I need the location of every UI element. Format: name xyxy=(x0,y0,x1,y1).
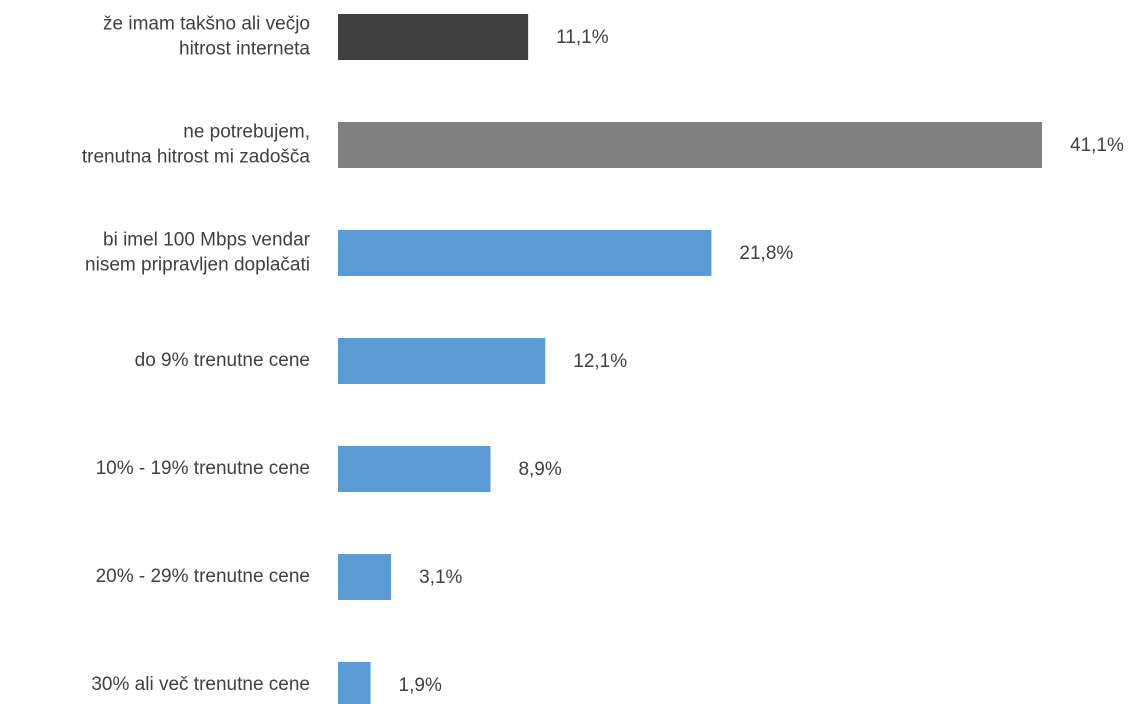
bar xyxy=(338,14,529,60)
value-label: 3,1% xyxy=(419,567,462,588)
category-label: 10% - 19% trenutne cene xyxy=(96,458,310,479)
bar xyxy=(338,662,371,704)
category-label-line: 20% - 29% trenutne cene xyxy=(96,566,310,587)
value-label: 21,8% xyxy=(739,243,793,264)
category-label-line: že imam takšno ali večjo xyxy=(103,14,310,35)
value-label: 41,1% xyxy=(1070,135,1124,156)
category-label: 20% - 29% trenutne cene xyxy=(96,566,310,587)
category-label: ne potrebujem, trenutna hitrost mi zadošč… xyxy=(82,122,311,168)
category-label-line: hitrost interneta xyxy=(179,39,310,60)
category-label-line: 30% ali več trenutne cene xyxy=(91,674,310,695)
value-label: 1,9% xyxy=(399,675,442,696)
category-label: bi imel 100 Mbps vendar nisem pripravljen… xyxy=(85,230,311,276)
category-label: 30% ali več trenutne cene xyxy=(91,674,310,695)
category-label: že imam takšno ali večjo hitrost internet… xyxy=(103,14,310,60)
category-label-line: nisem pripravljen doplačati xyxy=(85,255,310,276)
bar xyxy=(338,446,491,492)
bar xyxy=(338,122,1042,168)
category-label-line: bi imel 100 Mbps vendar xyxy=(103,230,311,251)
category-label: do 9% trenutne cene xyxy=(135,350,310,371)
bar xyxy=(338,554,392,600)
value-label: 12,1% xyxy=(573,351,627,372)
bar xyxy=(338,230,712,276)
value-label: 11,1% xyxy=(556,27,609,48)
bar xyxy=(338,338,546,384)
category-label-line: trenutna hitrost mi zadošča xyxy=(82,147,311,168)
category-label-line: 10% - 19% trenutne cene xyxy=(96,458,310,479)
category-label-line: ne potrebujem, xyxy=(183,122,310,143)
value-label: 8,9% xyxy=(518,459,561,480)
category-label-line: do 9% trenutne cene xyxy=(135,350,310,371)
